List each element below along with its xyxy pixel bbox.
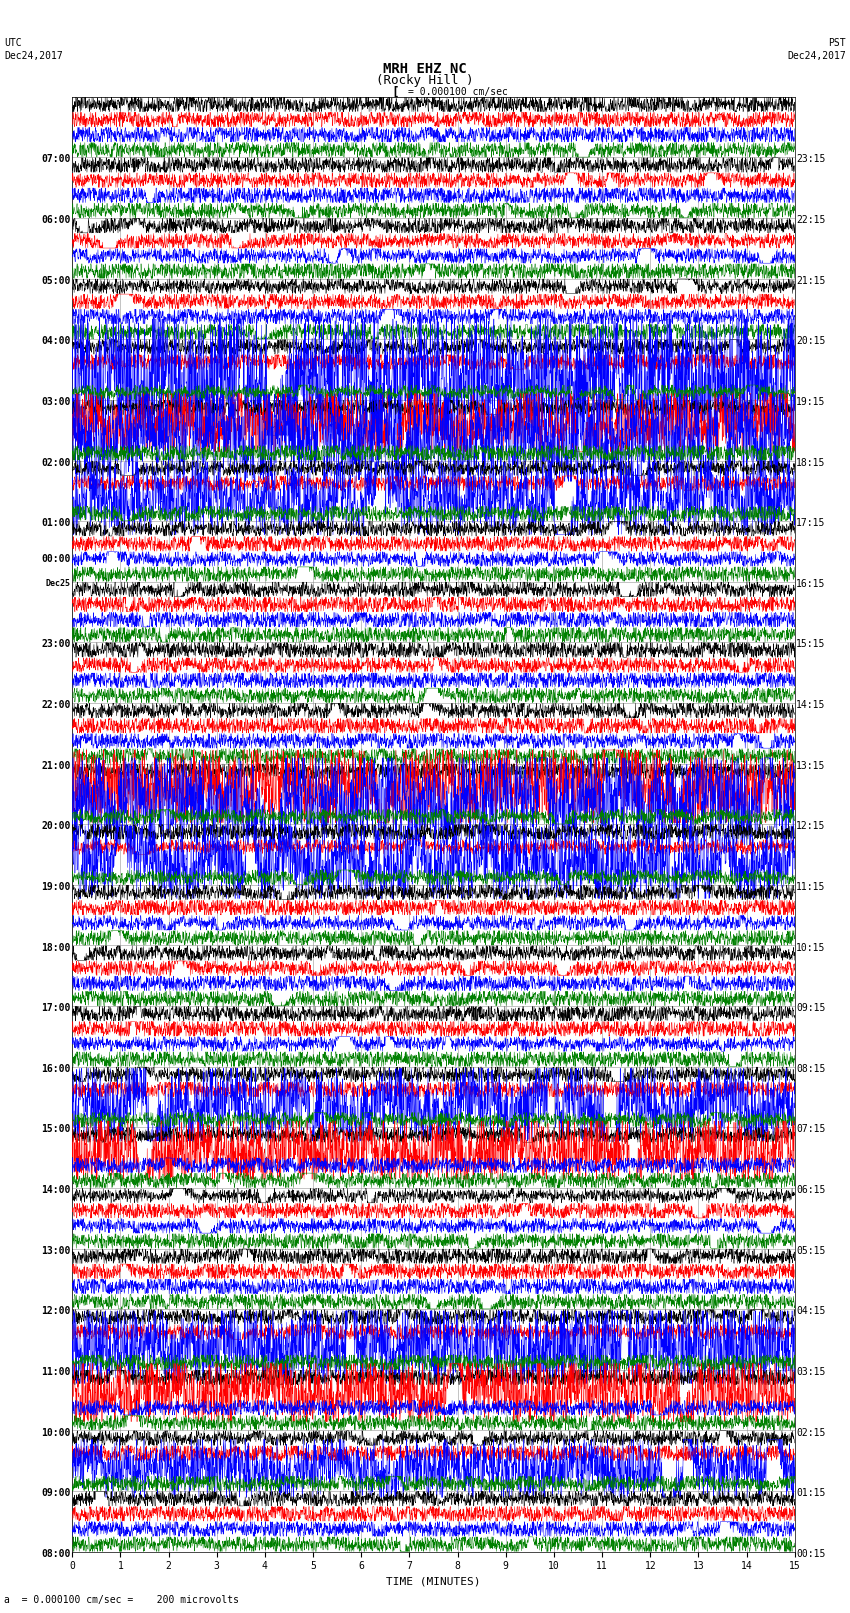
Text: 03:00: 03:00 [42,397,71,406]
Text: PST: PST [828,39,846,48]
Text: 10:00: 10:00 [42,1428,71,1437]
Text: 21:15: 21:15 [796,276,825,286]
Text: 16:15: 16:15 [796,579,825,589]
X-axis label: TIME (MINUTES): TIME (MINUTES) [386,1578,481,1587]
Text: 04:15: 04:15 [796,1307,825,1316]
Text: 23:15: 23:15 [796,155,825,165]
Text: 22:15: 22:15 [796,215,825,226]
Text: 00:15: 00:15 [796,1548,825,1558]
Text: UTC: UTC [4,39,22,48]
Text: 16:00: 16:00 [42,1065,71,1074]
Text: MRH EHZ NC: MRH EHZ NC [383,63,467,76]
Text: Dec24,2017: Dec24,2017 [4,52,63,61]
Text: 22:00: 22:00 [42,700,71,710]
Text: 08:00: 08:00 [42,1548,71,1558]
Text: 02:00: 02:00 [42,458,71,468]
Text: 20:00: 20:00 [42,821,71,831]
Text: 05:15: 05:15 [796,1245,825,1255]
Text: 11:15: 11:15 [796,882,825,892]
Text: 01:15: 01:15 [796,1489,825,1498]
Text: 17:15: 17:15 [796,518,825,527]
Text: Dec25: Dec25 [46,579,71,587]
Text: 11:00: 11:00 [42,1366,71,1378]
Text: 01:00: 01:00 [42,518,71,527]
Text: 06:00: 06:00 [42,215,71,226]
Text: 15:00: 15:00 [42,1124,71,1134]
Text: 21:00: 21:00 [42,761,71,771]
Text: 12:00: 12:00 [42,1307,71,1316]
Text: 02:15: 02:15 [796,1428,825,1437]
Text: 18:00: 18:00 [42,942,71,953]
Text: 15:15: 15:15 [796,639,825,650]
Text: 13:15: 13:15 [796,761,825,771]
Text: 20:15: 20:15 [796,337,825,347]
Text: (Rocky Hill ): (Rocky Hill ) [377,74,473,87]
Text: 19:00: 19:00 [42,882,71,892]
Text: 08:15: 08:15 [796,1065,825,1074]
Text: 04:00: 04:00 [42,337,71,347]
Text: [: [ [392,85,399,98]
Text: 03:15: 03:15 [796,1366,825,1378]
Text: 23:00: 23:00 [42,639,71,650]
Text: 14:15: 14:15 [796,700,825,710]
Text: 14:00: 14:00 [42,1186,71,1195]
Text: 07:15: 07:15 [796,1124,825,1134]
Text: 19:15: 19:15 [796,397,825,406]
Text: 07:00: 07:00 [42,155,71,165]
Text: 09:15: 09:15 [796,1003,825,1013]
Text: 05:00: 05:00 [42,276,71,286]
Text: a  = 0.000100 cm/sec =    200 microvolts: a = 0.000100 cm/sec = 200 microvolts [4,1595,239,1605]
Text: 12:15: 12:15 [796,821,825,831]
Text: 13:00: 13:00 [42,1245,71,1255]
Text: 17:00: 17:00 [42,1003,71,1013]
Text: Dec24,2017: Dec24,2017 [787,52,846,61]
Text: 10:15: 10:15 [796,942,825,953]
Text: 00:00: 00:00 [42,555,71,565]
Text: 18:15: 18:15 [796,458,825,468]
Text: 09:00: 09:00 [42,1489,71,1498]
Text: = 0.000100 cm/sec: = 0.000100 cm/sec [408,87,507,97]
Text: 06:15: 06:15 [796,1186,825,1195]
